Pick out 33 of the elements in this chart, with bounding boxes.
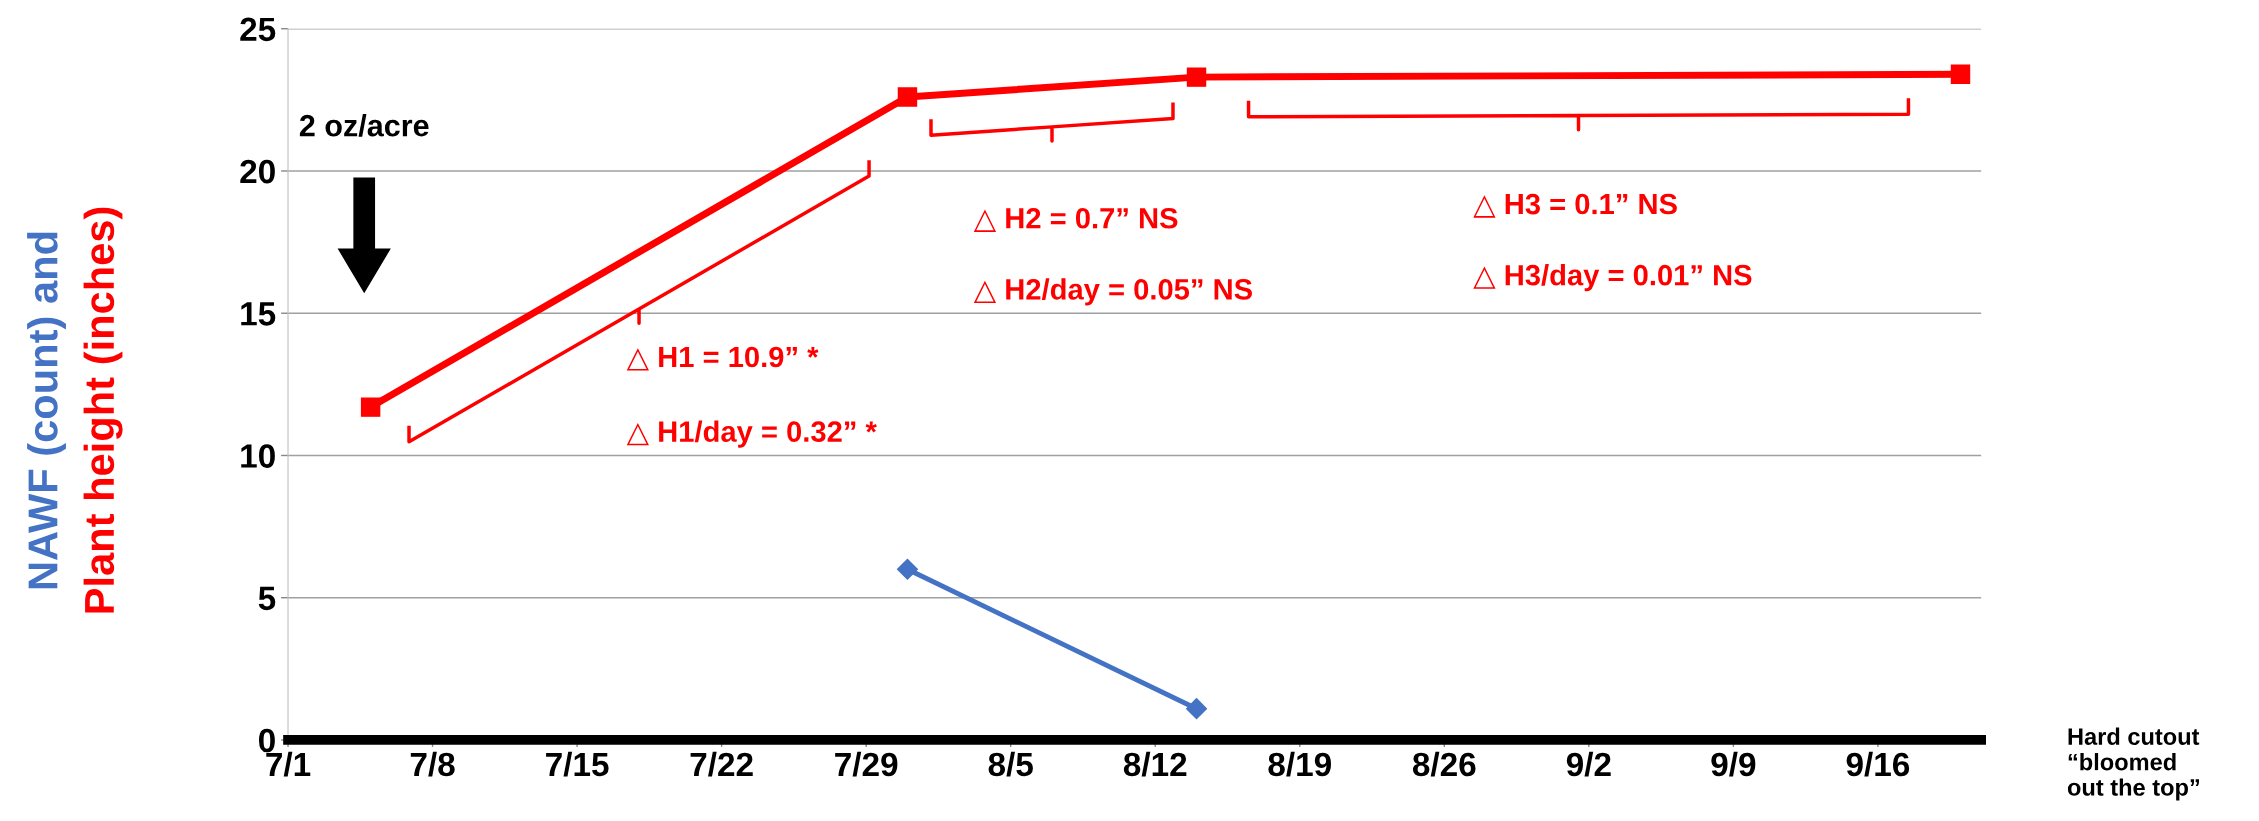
- y-tick-label: 0: [259, 728, 275, 753]
- x-tick-label: 8/19: [1268, 751, 1331, 777]
- annotation: △ H3 = 0.1” NS: [1473, 193, 1677, 218]
- x-tick-label: 7/8: [410, 751, 455, 777]
- x-tick-label: 7/15: [546, 751, 609, 777]
- y-tick-label: 10: [241, 444, 275, 468]
- x-tick-label: 7/1: [266, 751, 311, 777]
- annotation: △ H1 = 10.9” *: [626, 346, 819, 371]
- y-axis-title: NAWF (count) and Plant height (inches): [27, 207, 123, 613]
- y-tick-label: 5: [258, 586, 276, 611]
- point: [1950, 64, 1971, 84]
- point: [897, 87, 918, 107]
- y-tick-label: 25: [240, 17, 276, 42]
- x-tick-label: 7/22: [690, 751, 753, 777]
- point: [360, 397, 381, 417]
- x-tick-label: 9/2: [1566, 751, 1611, 777]
- point: [1186, 67, 1207, 87]
- point: [896, 558, 918, 580]
- annotation: 2 oz/acre: [299, 114, 429, 137]
- annotation: △ H1/day = 0.32” *: [626, 420, 877, 448]
- x-tick-label: 9/9: [1711, 751, 1756, 777]
- x-tick-label: 9/16: [1846, 751, 1910, 777]
- x-tick-label: 8/5: [988, 751, 1033, 777]
- y-tick-label: 20: [240, 159, 275, 184]
- annotation: △ H3/day = 0.01” NS: [1473, 264, 1752, 292]
- x-tick-label: 8/12: [1123, 751, 1187, 777]
- annotation: △ H2 = 0.7” NS: [973, 207, 1178, 232]
- y-tick-label: 15: [241, 302, 276, 326]
- x-tick-label: 7/29: [835, 751, 898, 777]
- x-tick-label: 8/26: [1412, 751, 1476, 777]
- point: [1186, 698, 1208, 720]
- annotation: △ H2/day = 0.05” NS: [973, 278, 1252, 306]
- text: Hard cutout “bloomed out the top”: [2067, 727, 2200, 801]
